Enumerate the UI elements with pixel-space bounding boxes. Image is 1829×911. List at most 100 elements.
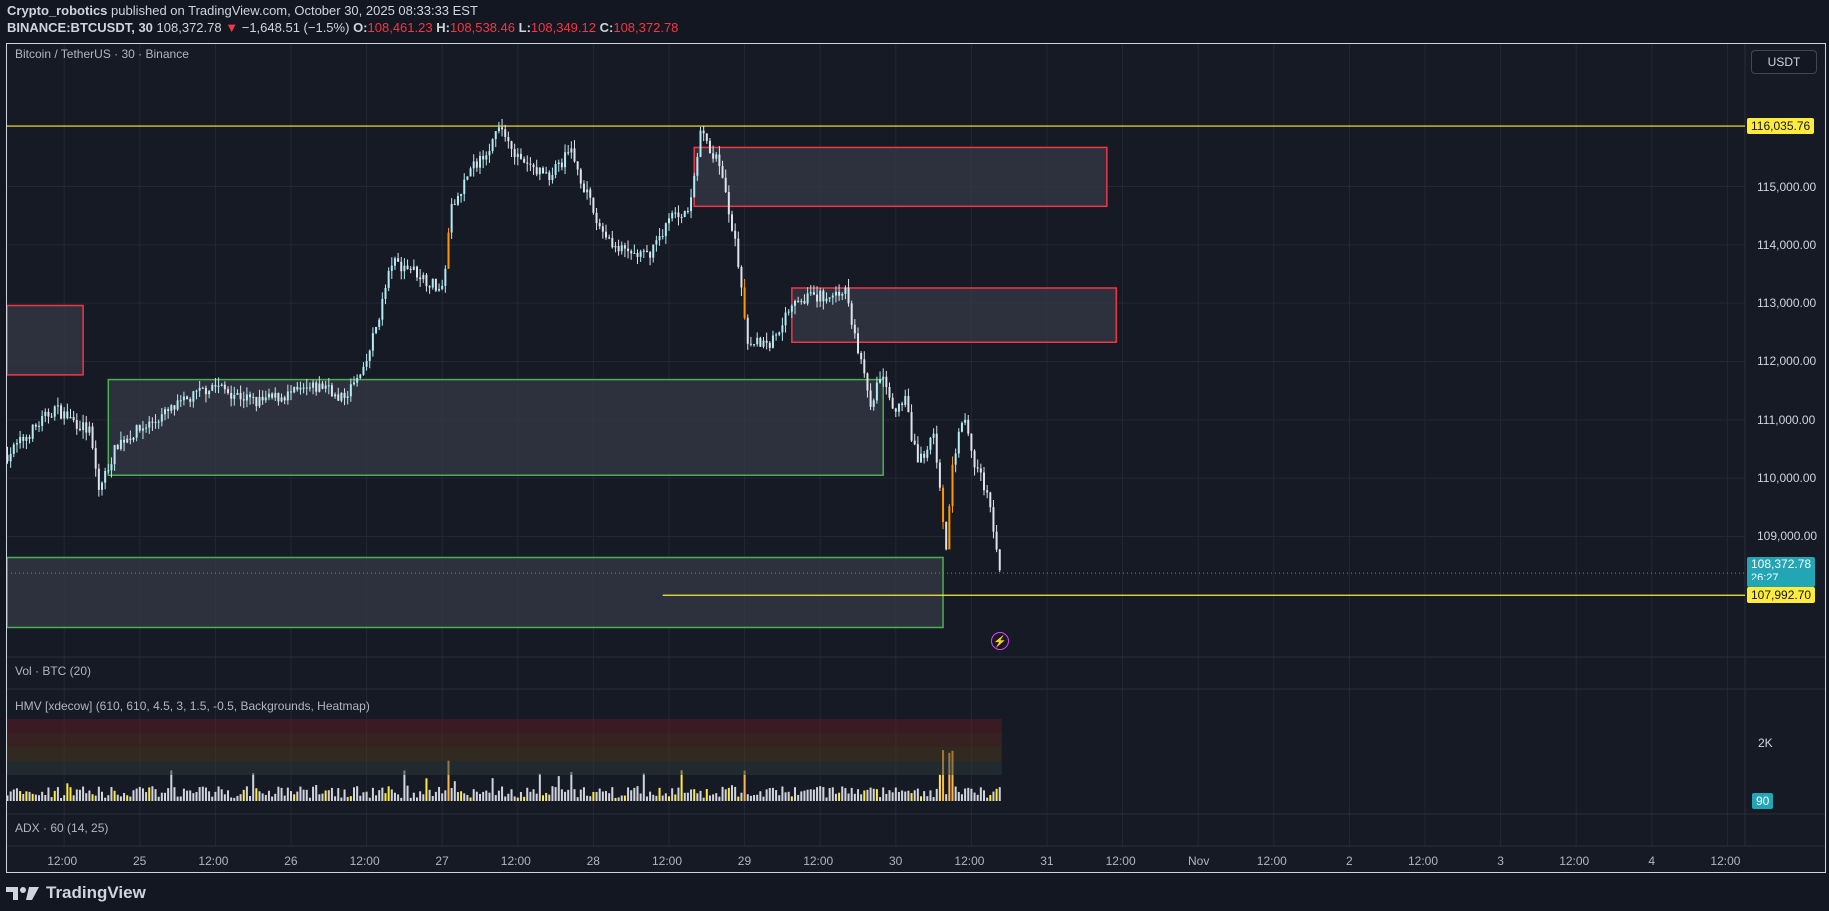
time-axis-tick: 12:00 <box>652 854 683 868</box>
candle-body <box>148 421 151 428</box>
candle-body <box>397 258 400 262</box>
vol-indicator-label[interactable]: Vol · BTC (20) <box>15 664 92 678</box>
volume-bar <box>516 797 519 801</box>
volume-bar <box>157 796 160 801</box>
candle-body <box>211 385 214 391</box>
candle-body <box>431 278 434 288</box>
volume-bar <box>47 787 50 801</box>
candle-body <box>929 437 932 450</box>
volume-bar <box>639 793 642 801</box>
volume-bar <box>264 794 267 801</box>
volume-bar <box>523 796 526 801</box>
low-label: L: <box>518 20 531 35</box>
volume-bar <box>671 788 674 801</box>
volume-bar <box>176 796 179 801</box>
volume-bar <box>44 794 47 801</box>
volume-bar <box>992 791 995 801</box>
candle-body <box>195 390 198 392</box>
adx-indicator-label[interactable]: ADX · 60 (14, 25) <box>15 821 109 835</box>
volume-bar <box>148 787 151 801</box>
candle-body <box>652 244 655 258</box>
volume-bar <box>375 795 378 801</box>
candle-body <box>182 396 185 401</box>
candle-body <box>620 245 623 252</box>
candle-body <box>327 385 330 387</box>
candle-body <box>857 333 859 354</box>
candle-body <box>75 420 78 429</box>
lightning-alert-icon[interactable]: ⚡ <box>991 632 1009 650</box>
candle-body <box>778 332 781 335</box>
volume-bar <box>261 793 264 801</box>
candle-body <box>623 245 626 249</box>
candle-body <box>349 384 352 397</box>
candle-body <box>535 167 538 175</box>
candle-body <box>475 161 478 168</box>
volume-bar <box>913 790 916 801</box>
volume-bar <box>220 789 223 801</box>
tradingview-logo[interactable]: TradingView <box>6 883 146 903</box>
candle-body <box>932 433 935 438</box>
symbol: BINANCE:BTCUSDT, 30 <box>7 20 153 35</box>
volume-bar <box>983 790 985 801</box>
close-value: 108,372.78 <box>613 20 679 35</box>
volume-bar <box>315 785 318 801</box>
volume-bar <box>995 788 998 801</box>
volume-bar <box>393 792 396 801</box>
candle-body <box>160 414 163 422</box>
volume-bar <box>271 796 274 801</box>
author-name[interactable]: Crypto_robotics <box>7 3 108 18</box>
candle-body <box>913 440 916 445</box>
chart-frame[interactable]: Bitcoin / TetherUS · 30 · Binance USDT V… <box>6 43 1826 873</box>
chart-canvas[interactable] <box>7 44 1826 873</box>
volume-bar <box>441 793 444 801</box>
candle-body <box>686 211 689 213</box>
high-label: H: <box>436 20 450 35</box>
candle-body <box>252 397 255 399</box>
candle-body <box>428 286 431 288</box>
candle-body <box>891 397 894 409</box>
volume-bar <box>330 787 333 801</box>
candle-body <box>655 240 658 245</box>
volume-bar <box>882 787 885 801</box>
volume-bar <box>227 790 229 801</box>
volume-bar <box>113 790 116 801</box>
volume-bar <box>664 793 667 801</box>
candle-body <box>491 139 494 152</box>
candle-body <box>831 295 834 298</box>
volume-bar <box>614 797 617 801</box>
volume-bar <box>617 797 620 801</box>
candle-body <box>286 391 289 401</box>
candle-body <box>923 453 926 458</box>
currency-button[interactable]: USDT <box>1751 50 1817 74</box>
high-value: 108,538.46 <box>449 20 516 35</box>
candle-body <box>340 392 343 401</box>
volume-bar <box>390 789 393 801</box>
time-axis-tick: 28 <box>586 854 600 868</box>
volume-bar <box>942 750 945 801</box>
volume-bar <box>362 792 365 801</box>
candle-body <box>570 148 573 153</box>
candle-body <box>875 382 878 401</box>
volume-bar <box>888 790 891 801</box>
volume-bar <box>778 795 781 801</box>
candle-body <box>967 419 970 434</box>
candle-body <box>907 395 910 413</box>
volume-bar <box>904 791 907 801</box>
price-axis-tick: 110,000.00 <box>1757 471 1817 486</box>
hmv-indicator-label[interactable]: HMV [xdecow] (610, 610, 4.5, 3, 1.5, -0.… <box>15 699 370 713</box>
volume-bar <box>38 795 40 801</box>
volume-bar <box>280 787 283 801</box>
candle-body <box>50 416 53 418</box>
volume-bar <box>15 788 18 801</box>
candle-body <box>453 203 456 205</box>
volume-bar <box>387 786 390 801</box>
volume-bar <box>182 788 185 801</box>
volume-bar <box>28 791 31 801</box>
volume-bar <box>349 796 352 801</box>
volume-bar <box>283 795 286 801</box>
volume-bar <box>592 791 595 801</box>
volume-bar <box>680 770 683 801</box>
volume-bar <box>97 786 100 801</box>
volume-bar <box>718 796 721 801</box>
candle-body <box>387 270 390 288</box>
